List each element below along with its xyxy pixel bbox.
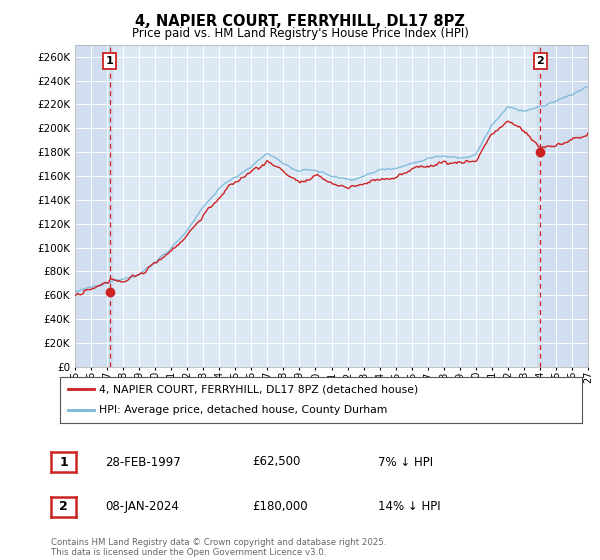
Bar [537,45,588,367]
Text: 1: 1 [59,455,68,469]
Text: 2: 2 [59,500,68,514]
Bar [75,45,112,367]
Text: 2: 2 [536,56,544,66]
Text: 4, NAPIER COURT, FERRYHILL, DL17 8PZ (detached house): 4, NAPIER COURT, FERRYHILL, DL17 8PZ (de… [99,384,418,394]
Text: 7% ↓ HPI: 7% ↓ HPI [378,455,433,469]
Text: 28-FEB-1997: 28-FEB-1997 [105,455,181,469]
Text: 08-JAN-2024: 08-JAN-2024 [105,500,179,514]
Text: 4, NAPIER COURT, FERRYHILL, DL17 8PZ: 4, NAPIER COURT, FERRYHILL, DL17 8PZ [135,14,465,29]
Text: Contains HM Land Registry data © Crown copyright and database right 2025.
This d: Contains HM Land Registry data © Crown c… [51,538,386,557]
Text: HPI: Average price, detached house, County Durham: HPI: Average price, detached house, Coun… [99,405,388,416]
Text: 14% ↓ HPI: 14% ↓ HPI [378,500,440,514]
Text: £62,500: £62,500 [252,455,301,469]
Text: 1: 1 [106,56,113,66]
Text: £180,000: £180,000 [252,500,308,514]
Text: Price paid vs. HM Land Registry's House Price Index (HPI): Price paid vs. HM Land Registry's House … [131,27,469,40]
